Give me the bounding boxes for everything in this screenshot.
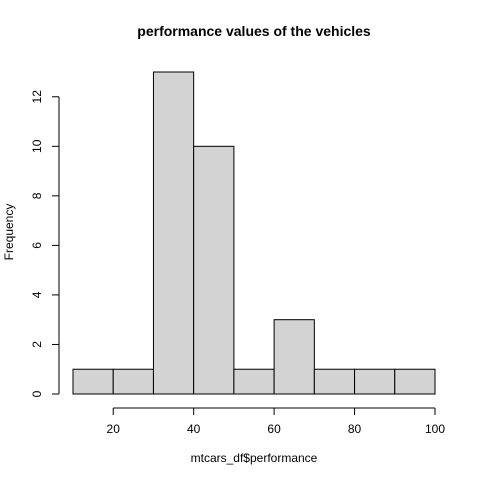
- y-tick-label: 10: [30, 139, 44, 153]
- histogram-bar-40-50: [193, 145, 235, 395]
- histogram-bar-60-70: [273, 319, 315, 395]
- histogram-bar-20-30: [112, 368, 154, 395]
- histogram-bar-30-40: [152, 71, 195, 395]
- y-tick-label: 8: [30, 192, 44, 199]
- y-axis-label: Frequency: [2, 204, 16, 261]
- histogram-bar-70-80: [313, 368, 356, 395]
- x-tick-label: 60: [267, 422, 281, 436]
- histogram-bar-90-100: [394, 368, 436, 395]
- y-tick-label: 4: [30, 291, 44, 298]
- histogram-bar-50-60: [233, 368, 275, 395]
- y-tick-label: 6: [30, 242, 44, 249]
- histogram-bar-80-90: [354, 368, 396, 395]
- x-tick-label: 40: [187, 422, 201, 436]
- histogram-bar-10-20: [72, 368, 114, 395]
- bars-group: [72, 71, 436, 395]
- y-tick-label: 2: [30, 341, 44, 348]
- x-tick-label: 80: [348, 422, 362, 436]
- x-tick-label: 20: [107, 422, 121, 436]
- x-axis-label: mtcars_df$performance: [191, 451, 318, 465]
- x-axis: 20 40 60 80 100: [107, 407, 445, 436]
- y-tick-label: 0: [30, 390, 44, 397]
- chart-title: performance values of the vehicles: [137, 23, 371, 39]
- y-axis: 0 2 4 6 8 10 12: [30, 90, 60, 397]
- y-tick-label: 12: [30, 90, 44, 104]
- x-tick-label: 100: [425, 422, 445, 436]
